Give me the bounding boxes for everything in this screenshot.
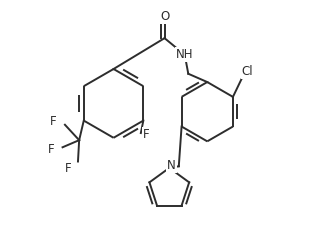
- Text: F: F: [50, 115, 57, 128]
- Text: Cl: Cl: [242, 65, 253, 78]
- Text: F: F: [143, 128, 149, 141]
- Text: NH: NH: [176, 48, 194, 61]
- Text: F: F: [65, 162, 72, 175]
- Text: N: N: [167, 159, 176, 172]
- Text: F: F: [48, 143, 54, 156]
- Text: O: O: [160, 10, 169, 23]
